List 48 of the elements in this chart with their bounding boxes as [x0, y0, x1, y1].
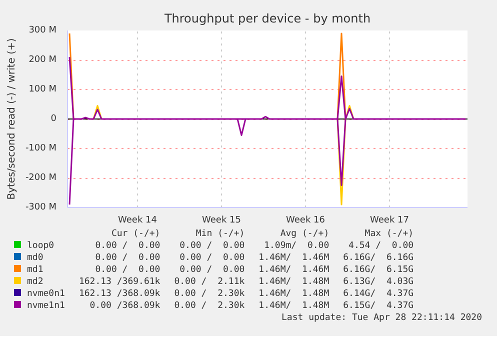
text: 1.09m/ 0.00 — [263, 240, 330, 252]
text: Max (-/+) — [364, 228, 414, 240]
text: 162.13 /369.61k — [78, 276, 160, 288]
text: 0.00 / 2.11k — [173, 276, 245, 288]
text: 0.00 / 2.30k — [173, 300, 245, 312]
text: 1.46M/ 1.48M — [258, 300, 330, 312]
text: 4.54 / 0.00 — [348, 240, 414, 252]
text: 6.16G/ 6.16G — [342, 252, 414, 264]
y-tick-label: -200 M — [25, 173, 57, 183]
text: 1.46M/ 1.48M — [258, 276, 330, 288]
chart-title: Throughput per device - by month — [163, 12, 371, 26]
text: 0.00 / 0.00 — [94, 264, 160, 276]
text: 1.46M/ 1.46M — [258, 264, 330, 276]
legend-label: md2 — [26, 276, 44, 288]
text: 1.46M/ 1.48M — [258, 288, 330, 300]
text: Cur (-/+) — [110, 228, 160, 240]
y-axis-title: Bytes/second read (-) / write (+) — [6, 38, 18, 200]
text: Avg (-/+) — [279, 228, 330, 240]
text: 0.00 / 0.00 — [178, 252, 245, 264]
y-tick-label: 300 M — [28, 26, 57, 36]
x-tick-label: Week 15 — [202, 216, 241, 226]
text: 6.14G/ 4.37G — [342, 288, 414, 300]
text: 0.00 / 0.00 — [94, 240, 160, 252]
text: 6.15G/ 4.37G — [342, 300, 414, 312]
y-tick-label: -100 M — [25, 144, 57, 154]
x-tick-label: Week 17 — [370, 216, 409, 226]
x-tick-label: Week 16 — [286, 216, 326, 226]
text: 0.00 / 2.30k — [173, 288, 245, 300]
y-tick-label: 100 M — [28, 84, 57, 94]
text: 0.00 / 0.00 — [94, 252, 160, 264]
text: 1.46M/ 1.46M — [258, 252, 330, 264]
text: 0.00 / 0.00 — [178, 264, 245, 276]
text: 6.16G/ 6.15G — [342, 264, 414, 276]
legend-label: md0 — [26, 252, 44, 264]
legend-label: md1 — [26, 264, 44, 276]
text: 6.13G/ 4.03G — [342, 276, 414, 288]
y-tick-label: -300 M — [25, 202, 57, 212]
text: Last update: Tue Apr 28 22:11:14 2020 — [280, 312, 482, 324]
text: 0.00 / 0.00 — [178, 240, 245, 252]
legend-label: nvme1n1 — [26, 300, 65, 312]
legend-label: nvme0n1 — [26, 288, 65, 300]
legend-label: loop0 — [26, 240, 56, 252]
text: 0.00 /368.09k — [88, 300, 160, 312]
x-tick-label: Week 14 — [118, 216, 158, 226]
text: Min (-/+) — [194, 228, 245, 240]
y-tick-label: 200 M — [28, 55, 57, 65]
text: 162.13 /368.09k — [78, 288, 160, 300]
y-tick-label: 0 — [50, 114, 57, 124]
